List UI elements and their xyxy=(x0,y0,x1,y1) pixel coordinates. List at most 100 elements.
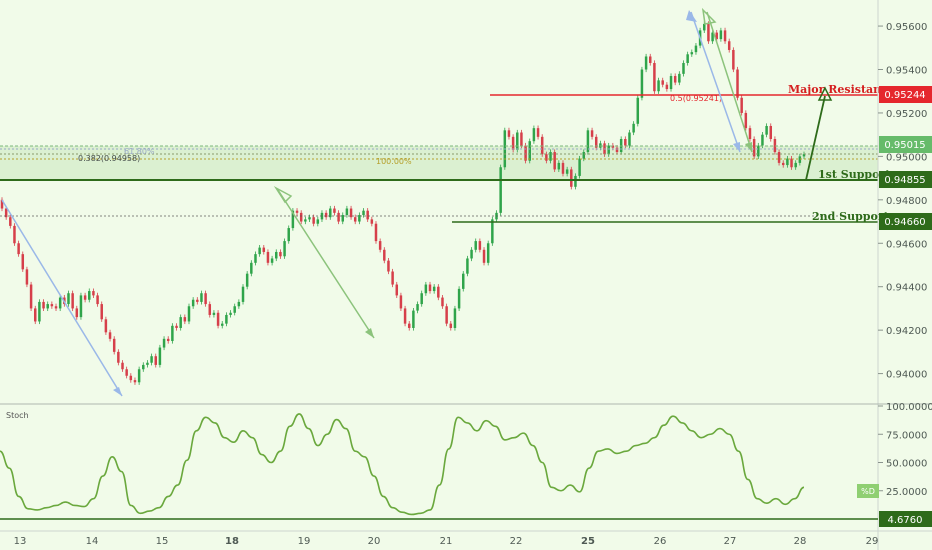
candle-body xyxy=(50,304,54,307)
candle-body xyxy=(719,30,723,40)
candle-body xyxy=(258,247,261,255)
arrowhead-blue-2 xyxy=(733,142,740,152)
candle-body xyxy=(673,76,677,83)
candle-body xyxy=(786,158,789,166)
date-tick-label: 15 xyxy=(156,536,169,547)
candle-body xyxy=(640,69,644,98)
candle-body xyxy=(17,243,20,255)
candle-body xyxy=(71,293,74,309)
candle-body xyxy=(216,312,220,326)
candle-body xyxy=(391,271,394,285)
candle-body xyxy=(669,76,673,90)
candle-body xyxy=(279,251,282,257)
candle-body xyxy=(632,123,635,133)
candle-body xyxy=(295,210,299,213)
resistance-tag xyxy=(879,86,932,103)
candle-body xyxy=(378,241,382,250)
candle-body xyxy=(287,228,290,242)
candle-body xyxy=(624,139,627,146)
arrow-blue-down-2 xyxy=(690,11,741,153)
candle-body xyxy=(453,308,457,328)
candle-body xyxy=(611,145,615,148)
candle-body xyxy=(54,306,58,309)
candle-body xyxy=(13,225,16,244)
second-support-tag xyxy=(879,213,932,230)
candle-body xyxy=(212,312,216,315)
candle-body xyxy=(370,219,374,224)
candle-body xyxy=(150,356,153,363)
candle-body xyxy=(179,317,182,328)
candle-body xyxy=(162,338,166,348)
date-tick-label: 26 xyxy=(654,536,667,547)
price-tick-label: 0.95600 xyxy=(886,22,927,33)
candle-body xyxy=(665,84,669,90)
candle-body xyxy=(449,323,453,328)
support-zone xyxy=(0,146,878,181)
candle-body xyxy=(549,152,552,161)
candle-body xyxy=(121,362,124,370)
candles xyxy=(0,21,806,385)
candle-body xyxy=(644,56,648,70)
candle-body xyxy=(474,241,477,250)
candle-body xyxy=(594,136,598,148)
candle-body xyxy=(374,223,378,242)
fib-label-382: 0.382(0.94958) xyxy=(78,154,140,163)
candle-body xyxy=(553,152,556,170)
arrowhead-blue-1 xyxy=(113,387,122,396)
candle-body xyxy=(92,291,95,296)
date-tick-label: 20 xyxy=(368,536,381,547)
candle-body xyxy=(607,145,610,155)
candle-body xyxy=(777,152,781,163)
percent-d-tag xyxy=(857,484,879,498)
candle-body xyxy=(191,299,195,307)
candle-body xyxy=(304,219,307,222)
candle-body xyxy=(133,380,137,383)
candle-body xyxy=(329,208,332,218)
candle-body xyxy=(395,284,399,296)
candle-body xyxy=(38,301,41,322)
current-price-tag-text: 0.95015 xyxy=(884,140,925,151)
major-resistance-label: Major Resistance xyxy=(788,83,895,96)
date-tick-label: 18 xyxy=(225,536,239,547)
candle-body xyxy=(761,134,764,146)
candle-body xyxy=(125,369,128,376)
candle-body xyxy=(657,80,660,92)
price-tick-label: 0.94800 xyxy=(886,196,927,207)
candle-body xyxy=(790,158,793,168)
candle-body xyxy=(100,304,103,320)
candle-body xyxy=(291,210,295,229)
candle-body xyxy=(46,304,49,309)
stoch-label: Stoch xyxy=(6,411,29,420)
price-tick-label: 0.94000 xyxy=(886,370,927,381)
candle-body xyxy=(142,364,145,370)
first-support-tag-text: 0.94855 xyxy=(884,175,925,186)
candle-body xyxy=(707,23,710,42)
candle-body xyxy=(499,167,502,213)
candle-body xyxy=(79,295,83,318)
candle-body xyxy=(491,219,494,244)
price-tick-label: 0.95400 xyxy=(886,66,927,77)
candle-body xyxy=(524,145,527,161)
percent-d-tag-text: %D xyxy=(861,487,875,496)
second-support-label: 2nd Support xyxy=(812,210,890,223)
candle-body xyxy=(175,325,178,328)
candle-body xyxy=(590,130,594,137)
candle-body xyxy=(333,208,336,213)
candle-body xyxy=(457,288,461,309)
candle-body xyxy=(183,317,187,322)
candle-body xyxy=(403,308,407,324)
candle-body xyxy=(661,80,664,85)
oscillator-value-text: 4.6760 xyxy=(888,515,923,526)
price-tick-label: 0.95000 xyxy=(886,152,927,163)
candle-body xyxy=(757,145,760,157)
date-tick-label: 13 xyxy=(14,536,27,547)
candle-body xyxy=(250,262,253,274)
candle-body xyxy=(154,356,157,365)
candle-body xyxy=(407,323,411,328)
price-axis-ticks: 0.95600 0.95400 0.95200 0.95000 0.94800 0.946… xyxy=(878,22,927,381)
candle-body xyxy=(399,295,403,309)
candle-body xyxy=(21,254,25,270)
candle-body xyxy=(349,208,353,218)
